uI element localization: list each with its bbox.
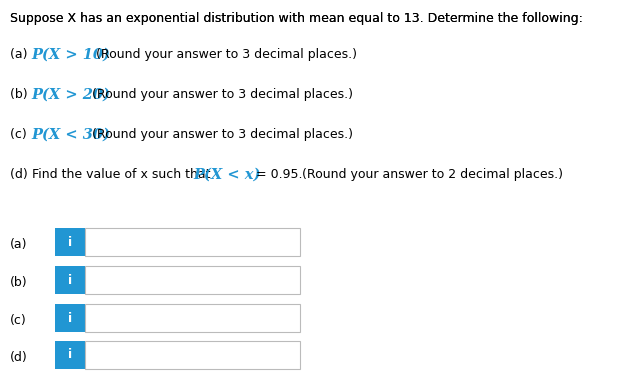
Text: (b): (b) xyxy=(10,88,32,101)
Text: (Round your answer to 3 decimal places.): (Round your answer to 3 decimal places.) xyxy=(88,48,357,61)
FancyBboxPatch shape xyxy=(85,228,300,256)
Text: P(X > 10): P(X > 10) xyxy=(32,48,111,62)
Text: (Round your answer to 2 decimal places.): (Round your answer to 2 decimal places.) xyxy=(298,168,563,181)
FancyBboxPatch shape xyxy=(55,341,85,369)
Text: = 0.95.: = 0.95. xyxy=(244,168,303,181)
Text: i: i xyxy=(68,235,72,248)
Text: P(X < x): P(X < x) xyxy=(194,168,261,182)
Text: (c): (c) xyxy=(10,128,31,141)
Text: (a): (a) xyxy=(10,48,32,61)
Text: (d): (d) xyxy=(10,168,32,181)
FancyBboxPatch shape xyxy=(55,304,85,332)
Text: (Round your answer to 3 decimal places.): (Round your answer to 3 decimal places.) xyxy=(88,128,354,141)
Text: P(X < 30): P(X < 30) xyxy=(32,128,111,142)
Text: Find the value of x such that: Find the value of x such that xyxy=(32,168,214,181)
FancyBboxPatch shape xyxy=(55,228,85,256)
Text: (Round your answer to 3 decimal places.): (Round your answer to 3 decimal places.) xyxy=(88,88,354,101)
Text: i: i xyxy=(68,348,72,361)
FancyBboxPatch shape xyxy=(55,266,85,294)
Text: i: i xyxy=(68,273,72,286)
Text: (c): (c) xyxy=(10,314,27,327)
Text: (a): (a) xyxy=(10,238,28,251)
Text: (b): (b) xyxy=(10,276,28,289)
FancyBboxPatch shape xyxy=(85,341,300,369)
Text: (d): (d) xyxy=(10,351,28,364)
Text: Suppose X has an exponential distribution with mean equal to 13. Determine the f: Suppose X has an exponential distributio… xyxy=(10,12,583,25)
Text: Suppose X has an exponential distribution with mean equal to 13. Determine the f: Suppose X has an exponential distributio… xyxy=(10,12,583,25)
Text: P(X > 20): P(X > 20) xyxy=(32,88,111,102)
FancyBboxPatch shape xyxy=(85,304,300,332)
Text: i: i xyxy=(68,311,72,325)
FancyBboxPatch shape xyxy=(85,266,300,294)
